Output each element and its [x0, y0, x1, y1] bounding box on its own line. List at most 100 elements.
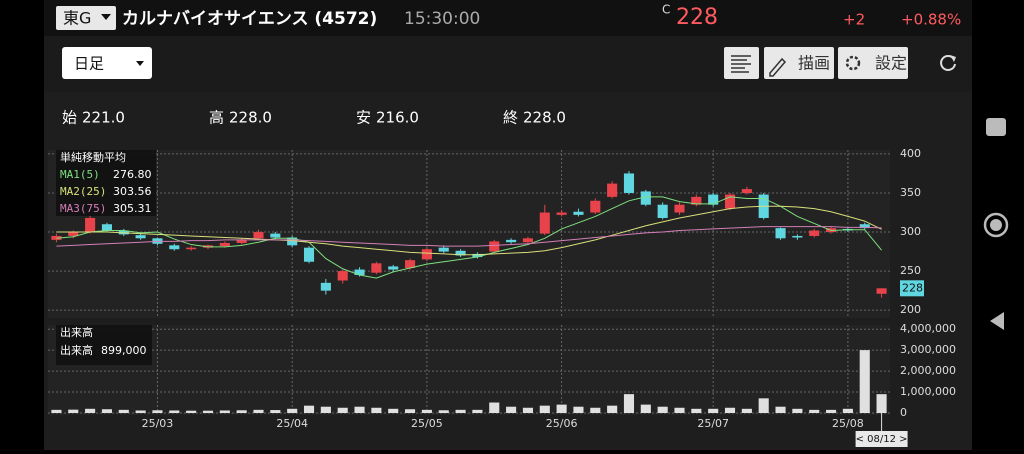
volume-bar [674, 407, 685, 413]
candle-body [792, 235, 803, 238]
ohlc-label: 始 [62, 109, 77, 127]
volume-plot [48, 325, 890, 415]
ohlc-label: 終 [503, 109, 518, 127]
candle-body [85, 217, 96, 233]
nav-home[interactable] [983, 212, 1009, 238]
ohlc-value: 216.0 [376, 109, 419, 127]
x-tick-label: 25/04 [276, 417, 308, 430]
candle-body [489, 241, 500, 252]
candle-body [573, 211, 584, 215]
volume-bar [303, 405, 315, 413]
candle-body [809, 230, 820, 236]
volume-bar [775, 406, 786, 413]
pencil-icon [769, 57, 787, 77]
draw-button[interactable] [764, 47, 834, 79]
volume-bar [724, 407, 736, 413]
candle-body [354, 269, 365, 276]
volume-bar [539, 405, 550, 413]
candle-body [674, 204, 685, 213]
gear-icon [845, 55, 861, 71]
volume-label: 出来高 [60, 343, 93, 357]
y-tick-label: 300 [900, 225, 921, 238]
period-select[interactable] [62, 47, 152, 79]
ma-legend [56, 150, 156, 216]
volume-bar [842, 408, 853, 413]
x-tick-label: 25/06 [546, 417, 578, 430]
volume-bar [236, 410, 247, 413]
volume-bar [809, 409, 820, 413]
candle-body [590, 200, 601, 213]
period: 日足 [74, 55, 104, 73]
x-tick-label: 25/07 [697, 417, 729, 430]
price-tag-label: 228 [902, 281, 923, 294]
change-pct: +0.88% [901, 11, 961, 29]
candle-body [539, 212, 550, 234]
candle-body [68, 232, 79, 236]
refresh-icon[interactable] [940, 55, 956, 71]
indicator-icon [731, 55, 751, 73]
x-tick-label: 25/03 [142, 417, 174, 430]
candle-body [708, 194, 719, 205]
price-tag [900, 280, 924, 297]
volume-bar [573, 406, 584, 413]
change: +2 [843, 11, 865, 29]
candle-body [859, 224, 870, 229]
volume-bar [859, 350, 870, 413]
y-tick-label: 200 [900, 303, 921, 316]
candle-body [741, 189, 752, 193]
draw-label: 描画 [798, 54, 830, 73]
x-tick-label: 25/05 [411, 417, 443, 430]
candle-body [287, 237, 298, 246]
dropdown-arrow [101, 14, 111, 20]
volume-bar [287, 408, 298, 413]
volume-bar [691, 408, 702, 413]
y-tick-label: 350 [900, 186, 921, 199]
nav-back[interactable] [990, 312, 1004, 330]
dropdown-arrow [136, 61, 144, 66]
volume-bar [506, 406, 517, 413]
volume-bar [371, 407, 382, 413]
ma-line [56, 205, 882, 256]
volume-title: 出来高 [60, 325, 93, 339]
candle-body [236, 239, 247, 243]
settings-button[interactable] [838, 47, 908, 79]
indicator-button[interactable] [724, 47, 759, 79]
volume-bar [657, 406, 668, 413]
ma-title: 単純移動平均 [60, 150, 126, 164]
y-tick-label: 0 [900, 406, 907, 419]
candle-body [320, 282, 331, 291]
volume-bar [522, 407, 533, 413]
candle-body [169, 245, 180, 250]
candle-body [101, 224, 112, 231]
legend-name: MA1(5) [60, 168, 100, 181]
volume-bar [186, 410, 197, 413]
nav-home-dot [990, 219, 1002, 231]
candle-body [724, 194, 736, 209]
candle-body [337, 271, 348, 281]
candle-body [522, 238, 533, 243]
volume-bar [472, 409, 483, 413]
ohlc-value: 221.0 [82, 109, 125, 127]
market-select[interactable] [56, 6, 116, 30]
ohlc-label: 高 [209, 109, 224, 127]
legend-value: 305.31 [113, 202, 152, 215]
candle-body [270, 233, 281, 238]
candle-body [691, 196, 702, 205]
volume-bar [68, 409, 79, 413]
y-tick-label: 400 [900, 147, 921, 160]
legend-name: MA3(75) [60, 202, 106, 215]
candle-body [472, 253, 483, 258]
nav-recent[interactable] [986, 118, 1006, 136]
candle-body [556, 212, 567, 215]
volume-bar [51, 409, 62, 413]
stock-name: カルナバイオサイエンス (4572) [122, 9, 377, 29]
volume-bar [876, 394, 887, 413]
candle-body [219, 242, 230, 247]
volume-bar [354, 406, 365, 413]
header-bar [44, 0, 972, 36]
candle-body [775, 228, 786, 239]
candle-body [506, 239, 517, 243]
refresh-arrow [950, 55, 956, 62]
volume-bar [640, 404, 651, 413]
